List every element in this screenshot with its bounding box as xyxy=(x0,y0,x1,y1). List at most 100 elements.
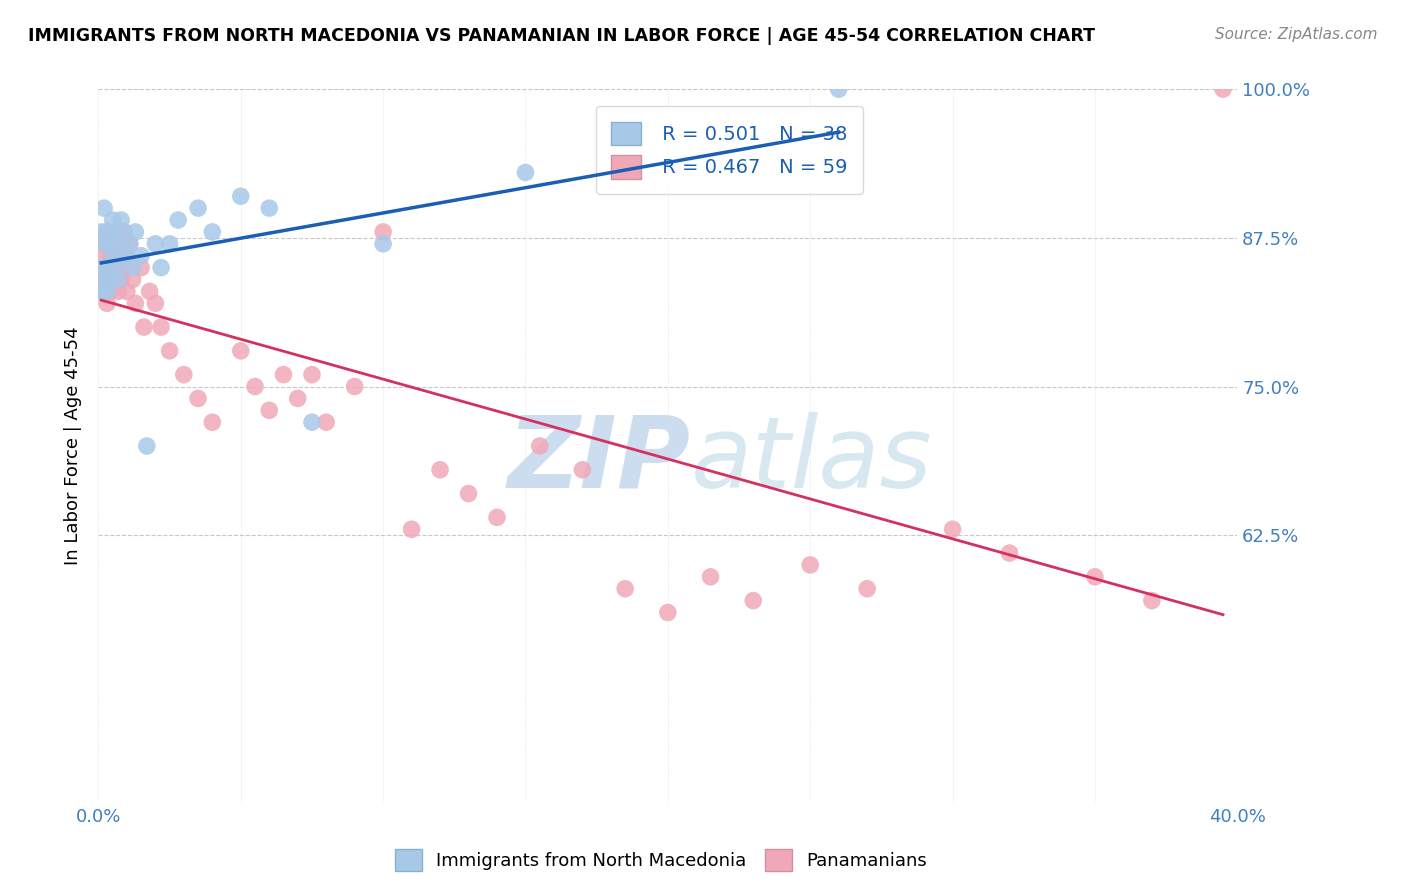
Point xyxy=(145,236,167,251)
Point xyxy=(129,260,152,275)
Point xyxy=(115,249,138,263)
Text: IMMIGRANTS FROM NORTH MACEDONIA VS PANAMANIAN IN LABOR FORCE | AGE 45-54 CORRELA: IMMIGRANTS FROM NORTH MACEDONIA VS PANAM… xyxy=(28,27,1095,45)
Point xyxy=(942,522,965,536)
Point xyxy=(150,320,173,334)
Point xyxy=(93,201,115,215)
Point xyxy=(657,606,679,620)
Point xyxy=(287,392,309,406)
Point xyxy=(112,225,135,239)
Point xyxy=(201,225,224,239)
Point xyxy=(150,260,173,275)
Point xyxy=(98,285,121,299)
Point xyxy=(273,368,295,382)
Point xyxy=(110,236,132,251)
Point xyxy=(138,285,160,299)
Point xyxy=(124,296,146,310)
Point xyxy=(96,296,118,310)
Point xyxy=(486,510,509,524)
Point xyxy=(101,236,124,251)
Point xyxy=(856,582,879,596)
Point xyxy=(429,463,451,477)
Point xyxy=(121,260,143,275)
Point xyxy=(145,296,167,310)
Point xyxy=(998,546,1021,560)
Point xyxy=(373,236,395,251)
Point xyxy=(1084,570,1107,584)
Point xyxy=(699,570,721,584)
Point xyxy=(115,285,138,299)
Point xyxy=(259,403,281,417)
Point xyxy=(104,260,127,275)
Point xyxy=(110,213,132,227)
Text: atlas: atlas xyxy=(690,412,932,508)
Point xyxy=(118,236,141,251)
Point xyxy=(173,368,195,382)
Point xyxy=(112,225,135,239)
Point xyxy=(132,320,155,334)
Point xyxy=(167,213,190,227)
Point xyxy=(135,439,157,453)
Point xyxy=(93,236,115,251)
Point xyxy=(90,249,112,263)
Point xyxy=(101,213,124,227)
Point xyxy=(373,225,395,239)
Point xyxy=(1140,593,1163,607)
Point xyxy=(1212,82,1234,96)
Point xyxy=(90,285,112,299)
Point xyxy=(614,582,637,596)
Point xyxy=(121,272,143,286)
Point xyxy=(515,165,537,179)
Point xyxy=(93,236,115,251)
Point xyxy=(112,260,135,275)
Point xyxy=(98,236,121,251)
Point xyxy=(96,225,118,239)
Point xyxy=(93,272,115,286)
Point xyxy=(229,189,252,203)
Point xyxy=(110,272,132,286)
Point xyxy=(159,236,181,251)
Point xyxy=(104,225,127,239)
Point xyxy=(828,82,851,96)
Point xyxy=(124,225,146,239)
Point xyxy=(129,249,152,263)
Text: Source: ZipAtlas.com: Source: ZipAtlas.com xyxy=(1215,27,1378,42)
Point xyxy=(90,225,112,239)
Point xyxy=(259,201,281,215)
Point xyxy=(301,415,323,429)
Point xyxy=(187,201,209,215)
Point xyxy=(98,249,121,263)
Point xyxy=(107,285,129,299)
Point xyxy=(742,593,765,607)
Point xyxy=(343,379,366,393)
Point xyxy=(96,260,118,275)
Point xyxy=(90,260,112,275)
Point xyxy=(96,285,118,299)
Point xyxy=(799,558,821,572)
Point xyxy=(98,272,121,286)
Point xyxy=(229,343,252,358)
Legend: Immigrants from North Macedonia, Panamanians: Immigrants from North Macedonia, Panaman… xyxy=(388,842,934,879)
Point xyxy=(457,486,479,500)
Y-axis label: In Labor Force | Age 45-54: In Labor Force | Age 45-54 xyxy=(65,326,83,566)
Point xyxy=(101,272,124,286)
Point xyxy=(96,260,118,275)
Text: ZIP: ZIP xyxy=(508,412,690,508)
Point xyxy=(107,272,129,286)
Point xyxy=(104,260,127,275)
Point xyxy=(118,236,141,251)
Point xyxy=(90,285,112,299)
Point xyxy=(93,272,115,286)
Point xyxy=(96,225,118,239)
Point xyxy=(101,249,124,263)
Point xyxy=(187,392,209,406)
Point xyxy=(401,522,423,536)
Point xyxy=(159,343,181,358)
Point xyxy=(110,249,132,263)
Point xyxy=(115,249,138,263)
Point xyxy=(104,225,127,239)
Point xyxy=(243,379,266,393)
Point xyxy=(301,368,323,382)
Point xyxy=(529,439,551,453)
Point xyxy=(571,463,593,477)
Point xyxy=(315,415,337,429)
